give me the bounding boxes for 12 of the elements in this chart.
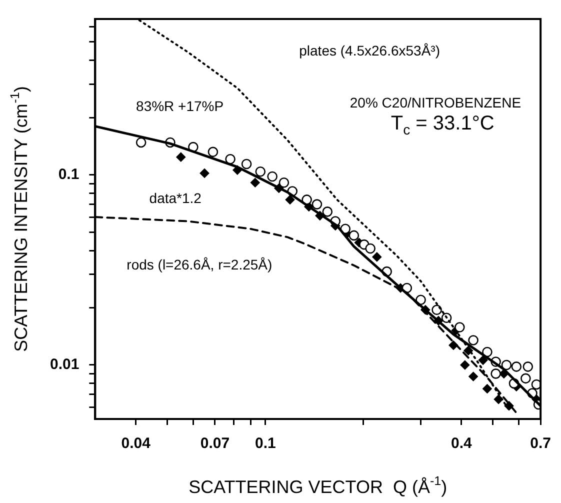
annotation: rods (l=26.6Å, r=2.25Å) [126, 256, 272, 272]
x-tick-label: 0.1 [255, 435, 276, 452]
annotation: plates (4.5x26.6x53Å³) [299, 42, 440, 58]
annotation: 83%R +17%P [136, 98, 224, 114]
annotation: data*1.2 [149, 190, 202, 206]
annotation: 20% C20/NITROBENZENE [350, 94, 522, 111]
y-axis-title: SCATTERING INTENSITY (cm-1) [8, 86, 31, 352]
x-tick-label: 0.07 [200, 435, 230, 452]
y-tick-label: 0.01 [50, 356, 80, 374]
x-tick-label: 0.4 [451, 435, 473, 452]
x-tick-label: 0.7 [530, 435, 552, 452]
x-tick-label: 0.04 [121, 435, 152, 452]
